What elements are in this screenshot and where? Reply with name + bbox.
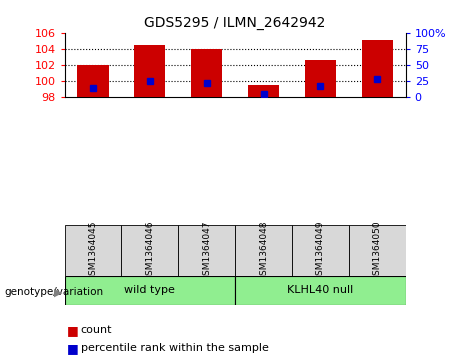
Bar	[134, 45, 165, 97]
Bar	[191, 49, 222, 97]
Text: GSM1364050: GSM1364050	[373, 220, 382, 281]
Bar	[77, 65, 109, 97]
Text: GSM1364049: GSM1364049	[316, 220, 325, 281]
Text: GSM1364046: GSM1364046	[145, 220, 154, 281]
Bar	[65, 225, 121, 276]
Bar	[248, 85, 279, 97]
Bar	[305, 60, 336, 97]
Bar	[65, 276, 235, 305]
Bar	[361, 40, 393, 97]
Bar	[178, 225, 235, 276]
Text: GSM1364047: GSM1364047	[202, 220, 211, 281]
Text: ■: ■	[67, 324, 78, 337]
Text: GSM1364048: GSM1364048	[259, 220, 268, 281]
Bar	[292, 225, 349, 276]
Bar	[235, 276, 406, 305]
Text: GSM1364045: GSM1364045	[89, 220, 97, 281]
Text: KLHL40 null: KLHL40 null	[287, 285, 354, 295]
Title: GDS5295 / ILMN_2642942: GDS5295 / ILMN_2642942	[144, 16, 326, 30]
Text: percentile rank within the sample: percentile rank within the sample	[81, 343, 269, 354]
Text: genotype/variation: genotype/variation	[5, 287, 104, 297]
Text: ▶: ▶	[54, 287, 62, 297]
Text: wild type: wild type	[124, 285, 175, 295]
Text: ■: ■	[67, 342, 78, 355]
Bar	[349, 225, 406, 276]
Bar	[121, 225, 178, 276]
Text: count: count	[81, 325, 112, 335]
Bar	[235, 225, 292, 276]
